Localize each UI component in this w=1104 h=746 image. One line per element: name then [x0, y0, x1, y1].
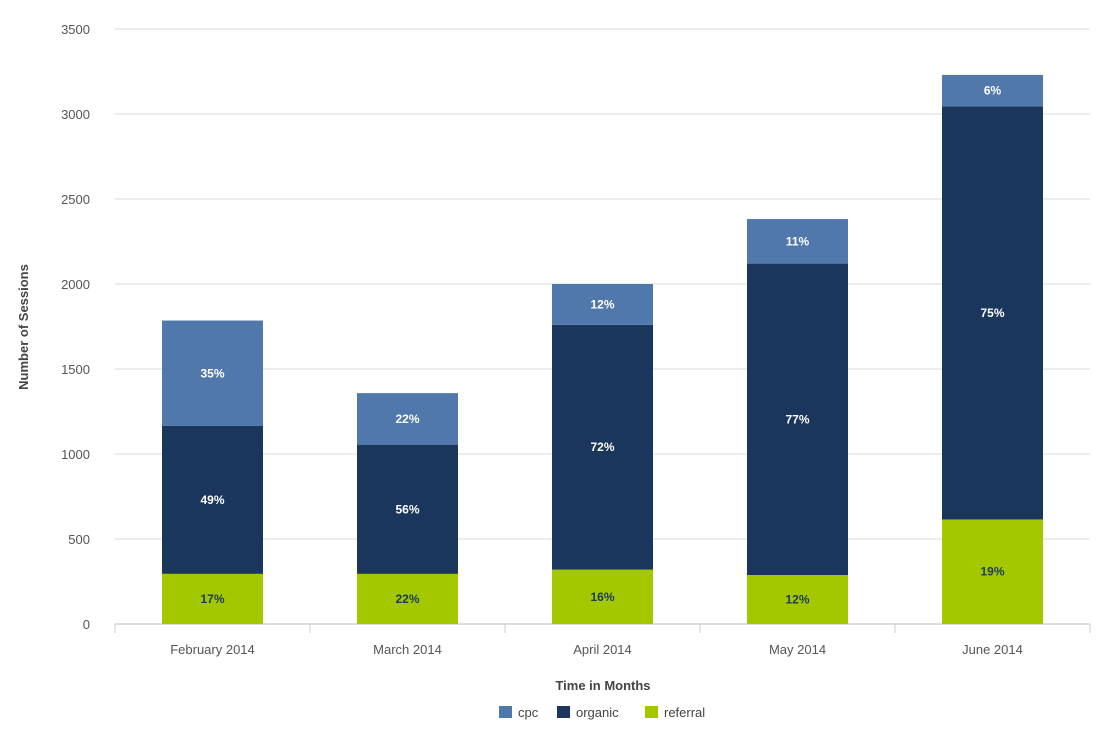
bar-segment-organic: [747, 263, 848, 576]
data-label-cpc: 35%: [200, 366, 224, 380]
bar-segment-organic: [552, 324, 653, 570]
data-label-referral: 12%: [785, 593, 809, 607]
bar-segment-referral: [552, 569, 653, 624]
y-tick-label: 0: [83, 617, 90, 632]
x-axis-title: Time in Months: [555, 678, 650, 693]
data-label-organic: 75%: [980, 306, 1004, 320]
data-label-organic: 49%: [200, 493, 224, 507]
y-tick-label: 1000: [61, 447, 90, 462]
x-tick-label: April 2014: [573, 642, 632, 657]
legend-swatch-referral: [645, 706, 658, 718]
bar-labels: 17% 49% 35% 22% 56% 22% 16% 72% 12% 12% 77% 11% 19% 7…: [200, 84, 1004, 607]
data-label-referral: 16%: [590, 590, 614, 604]
bar-segment-cpc: [747, 219, 848, 264]
bars: [162, 74, 1043, 624]
data-label-cpc: 12%: [590, 297, 614, 311]
legend-label-referral: referral: [664, 705, 705, 720]
data-label-organic: 56%: [395, 502, 419, 516]
y-axis-title: Number of Sessions: [16, 264, 31, 390]
bar-segment-cpc: [552, 284, 653, 325]
data-label-cpc: 11%: [786, 234, 810, 248]
data-label-cpc: 22%: [395, 412, 419, 426]
legend-label-organic: organic: [576, 705, 619, 720]
bar-segment-referral: [357, 573, 458, 624]
bar-segment-cpc: [357, 393, 458, 445]
bar-segment-organic: [357, 444, 458, 574]
x-tick-label: March 2014: [373, 642, 442, 657]
y-tick-label: 3500: [61, 22, 90, 37]
y-tick-label: 2000: [61, 277, 90, 292]
bar-segment-cpc: [942, 74, 1043, 107]
x-tick-label: June 2014: [962, 642, 1023, 657]
data-label-referral: 17%: [200, 592, 224, 606]
data-label-referral: 19%: [980, 565, 1004, 579]
bar-segment-referral: [747, 575, 848, 624]
data-label-referral: 22%: [395, 592, 419, 606]
data-label-organic: 72%: [590, 440, 614, 454]
y-tick-label: 3000: [61, 107, 90, 122]
legend-swatch-organic: [557, 706, 570, 718]
y-tick-label: 1500: [61, 362, 90, 377]
x-tick-label: May 2014: [769, 642, 826, 657]
bar-segment-referral: [162, 573, 263, 624]
y-axis: 0 500 1000 1500 2000 2500 3000 3500: [61, 22, 90, 632]
bar-segment-cpc: [162, 320, 263, 426]
y-tick-label: 500: [68, 532, 90, 547]
bar-segment-referral: [942, 519, 1043, 624]
legend-label-cpc: cpc: [518, 705, 539, 720]
legend: cpc organic referral: [499, 705, 705, 720]
x-axis: February 2014 March 2014 April 2014 May 201…: [114, 624, 1091, 657]
y-tick-label: 2500: [61, 192, 90, 207]
x-tick-label: February 2014: [170, 642, 255, 657]
legend-swatch-cpc: [499, 706, 512, 718]
data-label-cpc: 6%: [984, 84, 1002, 98]
data-label-organic: 77%: [785, 412, 809, 426]
bar-segment-organic: [942, 106, 1043, 520]
bar-segment-organic: [162, 425, 263, 574]
